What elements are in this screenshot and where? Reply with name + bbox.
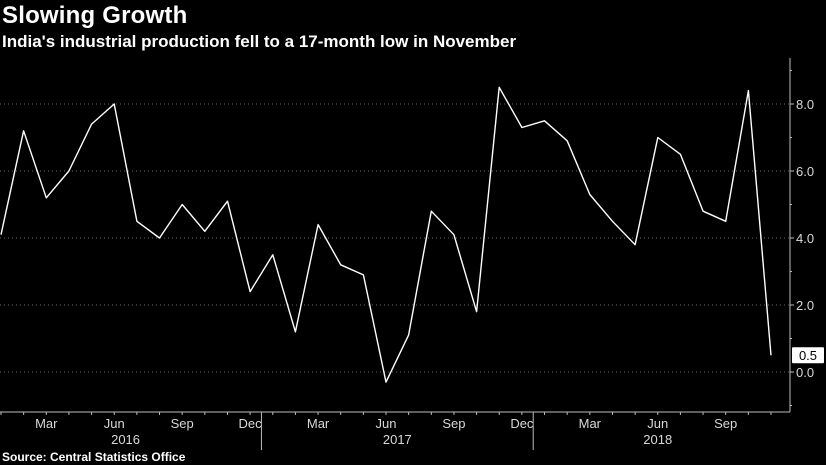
data-point — [634, 244, 636, 246]
x-year-label: 2017 — [383, 432, 412, 447]
data-point — [317, 223, 319, 225]
data-point — [294, 331, 296, 333]
y-tick-label: 6.0 — [796, 164, 814, 179]
x-tick-label: Sep — [171, 416, 194, 431]
x-tick-label: Mar — [579, 416, 602, 431]
x-tick-label: Dec — [239, 416, 263, 431]
data-point — [475, 311, 477, 313]
x-tick-label: Mar — [307, 416, 330, 431]
data-point — [407, 334, 409, 336]
data-point — [158, 237, 160, 239]
last-value-label: 0.5 — [799, 348, 817, 363]
data-point — [181, 203, 183, 205]
data-point — [385, 381, 387, 383]
data-point — [702, 210, 704, 212]
data-point — [611, 220, 613, 222]
data-point — [498, 86, 500, 88]
last-value-badge — [792, 347, 824, 364]
data-point — [90, 123, 92, 125]
data-point — [113, 103, 115, 105]
data-point — [45, 197, 47, 199]
x-tick-label: Sep — [714, 416, 737, 431]
y-tick-label: 8.0 — [796, 97, 814, 112]
data-point — [657, 136, 659, 138]
data-point — [362, 274, 364, 276]
data-point — [747, 89, 749, 91]
x-tick-label: Jun — [647, 416, 668, 431]
x-tick-label: Sep — [442, 416, 465, 431]
data-point — [589, 193, 591, 195]
x-tick-label: Jun — [104, 416, 125, 431]
x-year-label: 2016 — [111, 432, 140, 447]
data-point — [136, 220, 138, 222]
x-tick-label: Mar — [35, 416, 58, 431]
x-year-label: 2018 — [643, 432, 672, 447]
x-tick-label: Dec — [510, 416, 534, 431]
data-point — [68, 170, 70, 172]
x-tick-label: Jun — [376, 416, 397, 431]
data-point — [725, 220, 727, 222]
data-point — [204, 230, 206, 232]
y-tick-label: 4.0 — [796, 231, 814, 246]
chart-subtitle: India's industrial production fell to a … — [2, 32, 517, 51]
data-point — [453, 233, 455, 235]
data-point — [340, 264, 342, 266]
data-point — [430, 210, 432, 212]
data-point — [272, 254, 274, 256]
series-line — [0, 86, 772, 383]
data-point — [566, 140, 568, 142]
source-note: Source: Central Statistics Office — [2, 450, 186, 464]
chart-title: Slowing Growth — [2, 2, 188, 29]
data-point — [543, 120, 545, 122]
data-point — [249, 290, 251, 292]
data-point — [521, 126, 523, 128]
data-point — [22, 130, 24, 132]
y-tick-label: 2.0 — [796, 298, 814, 313]
y-tick-label: 0.0 — [796, 365, 814, 380]
data-point — [679, 153, 681, 155]
data-point — [770, 354, 772, 356]
data-point — [226, 200, 228, 202]
